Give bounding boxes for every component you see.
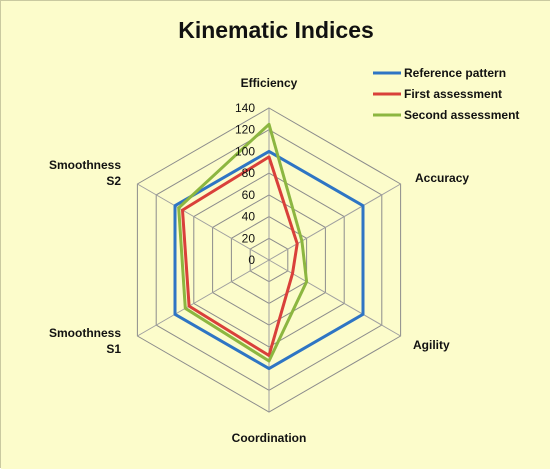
axis-spoke-5: [137, 183, 270, 261]
tick-label-140: 140: [235, 101, 255, 115]
axis-label-line: S2: [106, 174, 121, 188]
series-line-2: [177, 122, 309, 363]
series-lines: [173, 122, 365, 371]
axis-label-2: Agility: [413, 338, 450, 352]
tick-label-40: 40: [242, 210, 256, 224]
axis-label-line: Smoothness: [49, 158, 121, 172]
axis-label-5: Smoothness S2: [49, 158, 121, 188]
series-line-0: [173, 149, 365, 371]
tick-label-100: 100: [235, 144, 255, 158]
axis-label-0: Efficiency: [241, 76, 298, 90]
tick-label-120: 120: [235, 123, 255, 137]
series-line-1: [181, 155, 299, 357]
axis-label-line: Agility: [413, 338, 450, 352]
legend-label-2: Second assessment: [404, 108, 519, 122]
axis-label-line: Efficiency: [241, 76, 298, 90]
axis-label-4: Smoothness S1: [49, 326, 121, 356]
grid: [136, 107, 402, 413]
axis-label-line: Accuracy: [415, 171, 469, 185]
legend-label-0: Reference pattern: [404, 66, 506, 80]
tick-label-80: 80: [242, 166, 256, 180]
tick-label-60: 60: [242, 188, 256, 202]
axis-label-line: Coordination: [232, 431, 307, 445]
tick-label-20: 20: [242, 231, 256, 245]
axis-spoke-4: [137, 259, 270, 337]
axis-spoke-2: [268, 259, 401, 337]
axis-labels: Efficiency Accuracy Agility Coordination Smo…: [49, 76, 469, 445]
axis-label-line: S1: [106, 342, 121, 356]
legend: Reference pattern First assessment Second …: [373, 66, 519, 122]
radial-ticks: 0 20 40 60 80 100 120 140: [235, 101, 255, 267]
tick-label-0: 0: [248, 253, 255, 267]
axis-label-1: Accuracy: [415, 171, 469, 185]
axis-label-line: Smoothness: [49, 326, 121, 340]
axis-label-3: Coordination: [232, 431, 307, 445]
axis-spoke-1: [268, 183, 401, 261]
legend-label-1: First assessment: [404, 87, 502, 101]
chart-title: Kinematic Indices: [178, 17, 374, 43]
